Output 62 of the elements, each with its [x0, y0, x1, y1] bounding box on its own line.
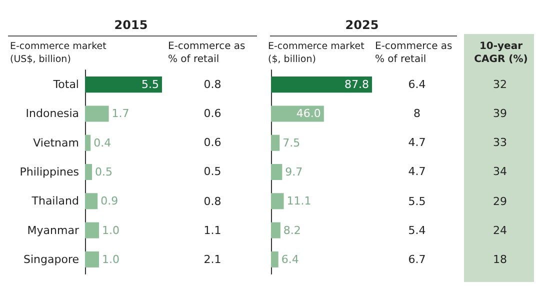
data-label: 0.8 [202, 77, 222, 93]
x-axis-title: E-commerce market ($, billion) [268, 41, 368, 65]
bar [85, 251, 99, 268]
data-label: 5.5 [407, 194, 427, 210]
data-label: 32 [492, 77, 508, 93]
data-label: 0.9 [100, 194, 118, 208]
bar [271, 193, 284, 210]
bar [271, 134, 280, 151]
data-label: 33 [492, 135, 508, 152]
bar [85, 164, 92, 180]
data-label: 46.0 [296, 107, 321, 120]
chart-title: 2025 [345, 18, 379, 32]
data-label: 34 [492, 164, 508, 180]
data-label: 11.1 [286, 194, 312, 208]
data-label: 4.7 [407, 164, 427, 180]
y-tick-label: Singapore [24, 252, 80, 266]
text: 10-year CAGR (%) [473, 40, 529, 66]
data-label: 0.5 [202, 164, 222, 180]
data-label: 0.6 [202, 135, 222, 152]
x-axis-title: E-commerce market (US$, billion) [10, 41, 110, 65]
data-label: 18 [492, 252, 508, 268]
bar [85, 134, 91, 151]
data-label: 8.2 [283, 224, 301, 237]
y-tick-label: Total [52, 78, 79, 92]
bar [271, 164, 282, 180]
data-label: 5.4 [407, 222, 427, 239]
data-label: 0.4 [94, 136, 112, 150]
chart-title: 2015 [114, 18, 148, 32]
data-label: 39 [492, 106, 508, 122]
data-label: 0.8 [202, 194, 222, 210]
data-label: 87.8 [344, 78, 369, 92]
data-label: 6.4 [407, 77, 427, 93]
data-label: 24 [492, 222, 508, 239]
data-label: 5.5 [142, 78, 159, 92]
data-label: 6.7 [407, 252, 427, 268]
data-label: 1.1 [202, 222, 222, 239]
text: E-commerce as % of retail [168, 40, 246, 66]
data-label: 4.7 [407, 135, 427, 152]
y-tick-label: Thailand [30, 194, 79, 208]
bar [85, 222, 99, 238]
data-label: 9.7 [285, 166, 303, 178]
data-label: 1.0 [102, 252, 120, 266]
data-label: 1.0 [102, 224, 120, 237]
y-tick-label: Vietnam [33, 136, 79, 150]
y-tick-label: Indonesia [26, 107, 79, 120]
bar [85, 76, 162, 93]
data-label: 6.4 [281, 252, 299, 266]
data-label: 29 [492, 194, 508, 210]
data-label: 7.5 [282, 136, 300, 150]
bar [85, 106, 109, 122]
data-label: 0.6 [202, 106, 222, 122]
data-label: 8 [412, 106, 422, 122]
data-label: 2.1 [202, 252, 222, 268]
bar [85, 193, 98, 210]
y-tick-label: Philippines [20, 166, 80, 178]
data-label: 1.7 [112, 107, 130, 120]
bar [271, 222, 280, 238]
data-label: 0.5 [95, 166, 112, 178]
bar [271, 76, 372, 93]
y-tick-label: Myanmar [27, 224, 80, 237]
bar [271, 251, 278, 268]
text: E-commerce as % of retail [375, 40, 454, 66]
